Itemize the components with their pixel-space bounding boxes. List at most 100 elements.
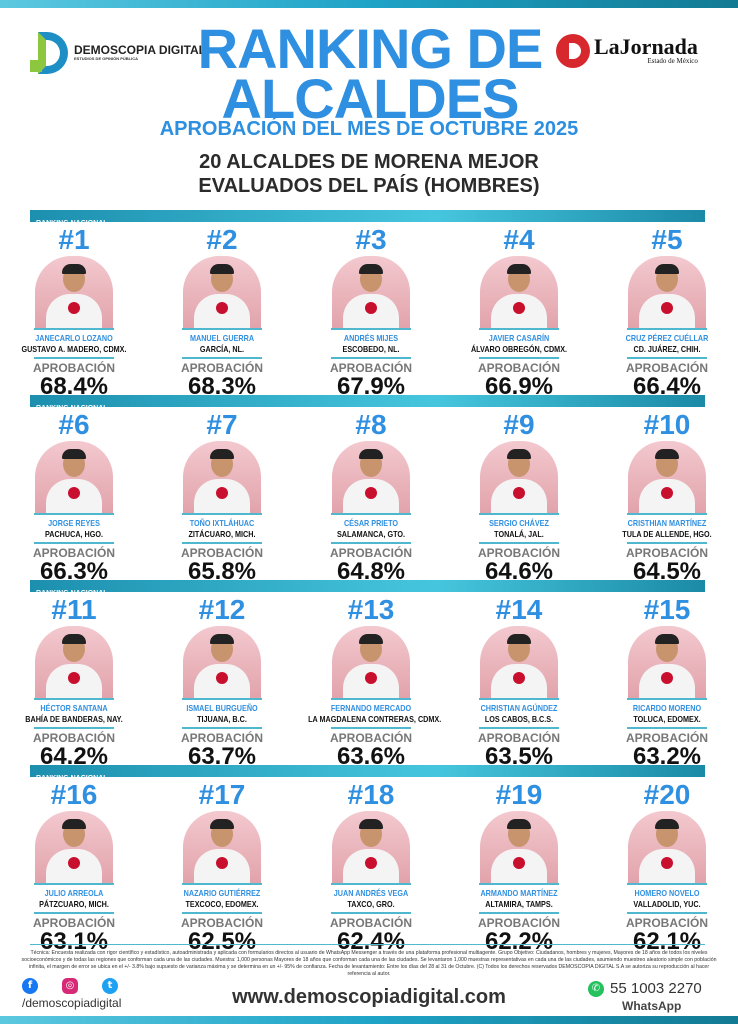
mayor-card: #13 FERNANDO MERCADO LA MAGDALENA CONTRERA… — [297, 594, 445, 769]
mayor-card: #1 JANECARLO LOZANO GUSTAVO A. MADERO, CDM… — [0, 224, 148, 399]
mayor-photo — [183, 441, 261, 513]
heading: 20 ALCALDES DE MORENA MEJOR EVALUADOS DE… — [198, 151, 540, 197]
divider-line — [34, 727, 114, 729]
social-icons: f ◎ t — [22, 978, 118, 994]
partner-name: LaJornada — [594, 33, 698, 59]
mayor-city: ÁLVARO OBREGÓN, CDMX. — [470, 344, 568, 354]
mayor-city: PACHUCA, HGO. — [44, 529, 104, 539]
website-link[interactable]: www.demoscopiadigital.com — [232, 986, 506, 1008]
mayor-card: #4 JAVIER CASARÍN ÁLVARO OBREGÓN, CDMX. APR… — [445, 224, 593, 399]
morena-pin-icon — [365, 857, 377, 869]
approval-value: 64.6% — [484, 558, 554, 585]
divider-line — [627, 727, 707, 729]
approval-value: 62.5% — [187, 928, 257, 955]
morena-pin-icon — [365, 672, 377, 684]
mayor-name: CRUZ PÉREZ CUÉLLAR — [625, 333, 709, 343]
morena-pin-icon — [68, 672, 80, 684]
mayor-photo — [480, 441, 558, 513]
rank-number: #7 — [206, 409, 238, 440]
facebook-icon[interactable]: f — [22, 978, 38, 994]
whatsapp-label: WhatsApp — [622, 999, 682, 1013]
divider-line — [182, 883, 262, 885]
mayor-photo — [332, 256, 410, 328]
divider-line — [627, 513, 707, 515]
mayor-photo — [628, 256, 706, 328]
divider-line — [479, 357, 559, 359]
mayor-card: #16 JULIO ARREOLA PÁTZCUARO, MICH. APROBACI… — [0, 779, 148, 954]
rank-number: #8 — [355, 409, 387, 440]
brand-tagline: ESTUDIOS DE OPINIÓN PÚBLICA — [74, 56, 139, 61]
approval-value: 68.4% — [39, 373, 109, 400]
mayor-name: JANECARLO LOZANO — [35, 333, 113, 343]
page-title: RANKING DE ALCALDES — [197, 17, 544, 130]
divider-line — [331, 513, 411, 515]
divider-line — [479, 513, 559, 515]
mayor-city: GUSTAVO A. MADERO, CDMX. — [21, 344, 127, 354]
approval-label: APROBACIÓN — [329, 916, 412, 930]
banner-label: RANKING NACIONAL — [36, 405, 108, 412]
approval-value: 66.4% — [632, 373, 702, 400]
mayor-city: LA MAGDALENA CONTRERAS, CDMX. — [308, 714, 442, 724]
mayor-photo — [332, 441, 410, 513]
divider-line — [34, 883, 114, 885]
rank-number: #11 — [51, 594, 97, 625]
mayor-photo — [628, 811, 706, 883]
approval-value: 64.5% — [632, 558, 702, 585]
mayor-name: FERNANDO MERCADO — [330, 703, 412, 713]
approval-label: APROBACIÓN — [32, 916, 115, 930]
approval-value: 66.9% — [484, 373, 554, 400]
whatsapp-contact[interactable]: ✆ 55 1003 2270 — [588, 980, 702, 997]
morena-pin-icon — [661, 302, 673, 314]
morena-pin-icon — [68, 857, 80, 869]
mayor-card: #20 HOMERO NOVELO VALLADOLID, YUC. APROBACI… — [593, 779, 738, 954]
mayor-name: JULIO ARREOLA — [44, 888, 104, 898]
divider-line — [627, 328, 707, 330]
partner-tagline: Estado de México — [647, 56, 698, 65]
divider-line — [479, 542, 559, 544]
morena-pin-icon — [68, 487, 80, 499]
morena-pin-icon — [216, 487, 228, 499]
instagram-icon[interactable]: ◎ — [62, 978, 78, 994]
morena-pin-icon — [513, 672, 525, 684]
mayor-card: #9 SERGIO CHÁVEZ TONALÁ, JAL. APROBACIÓN 64.… — [445, 409, 593, 584]
divider-line — [627, 357, 707, 359]
morena-pin-icon — [661, 487, 673, 499]
banner-label: RANKING NACIONAL — [36, 590, 108, 597]
mayor-city: CD. JUÁREZ, CHIH. — [633, 344, 701, 354]
mayor-city: TONALÁ, JAL. — [494, 529, 544, 539]
mayor-card: #11 HÉCTOR SANTANA BAHÍA DE BANDERAS, NAY.… — [0, 594, 148, 769]
approval-label: APROBACIÓN — [625, 916, 708, 930]
mayor-photo — [332, 811, 410, 883]
morena-pin-icon — [661, 672, 673, 684]
divider-line — [34, 912, 114, 914]
divider-line — [182, 698, 262, 700]
morena-pin-icon — [365, 302, 377, 314]
mayor-card: #15 RICARDO MORENO TOLUCA, EDOMEX. APROBACI… — [593, 594, 738, 769]
mayor-city: SALAMANCA, GTO. — [336, 529, 406, 539]
social-handle[interactable]: /demoscopiadigital — [22, 996, 122, 1010]
divider-line — [627, 912, 707, 914]
divider-line — [182, 542, 262, 544]
twitter-icon[interactable]: t — [102, 978, 118, 994]
mayor-photo — [35, 626, 113, 698]
brand-name: DEMOSCOPIA DIGITAL — [74, 43, 206, 57]
ranking-row: RANKING NACIONAL #6 JORGE REYES PACHUCA, HG… — [0, 395, 738, 584]
mayor-card: #6 JORGE REYES PACHUCA, HGO. APROBACIÓN 66.3… — [0, 409, 148, 584]
rank-number: #3 — [355, 224, 387, 255]
mayor-card: #8 CÉSAR PRIETO SALAMANCA, GTO. APROBACIÓN 6… — [297, 409, 445, 584]
bottom-accent-bar — [0, 1016, 738, 1024]
divider-line — [627, 542, 707, 544]
divider-line — [182, 328, 262, 330]
approval-label: APROBACIÓN — [180, 361, 263, 375]
approval-value: 68.3% — [187, 373, 257, 400]
mayor-name: SERGIO CHÁVEZ — [489, 518, 549, 528]
approval-label: APROBACIÓN — [477, 916, 560, 930]
mayor-name: ARMANDO MARTÍNEZ — [480, 888, 558, 898]
mayor-name: JAVIER CASARÍN — [488, 333, 550, 343]
mayor-photo — [183, 811, 261, 883]
mayor-name: JUAN ANDRÉS VEGA — [333, 888, 409, 898]
rank-number: #9 — [503, 409, 535, 440]
ranking-row: RANKING NACIONAL #11 HÉCTOR SANTANA BAHÍA D… — [0, 580, 738, 769]
mayor-photo — [183, 626, 261, 698]
mayor-photo — [183, 256, 261, 328]
